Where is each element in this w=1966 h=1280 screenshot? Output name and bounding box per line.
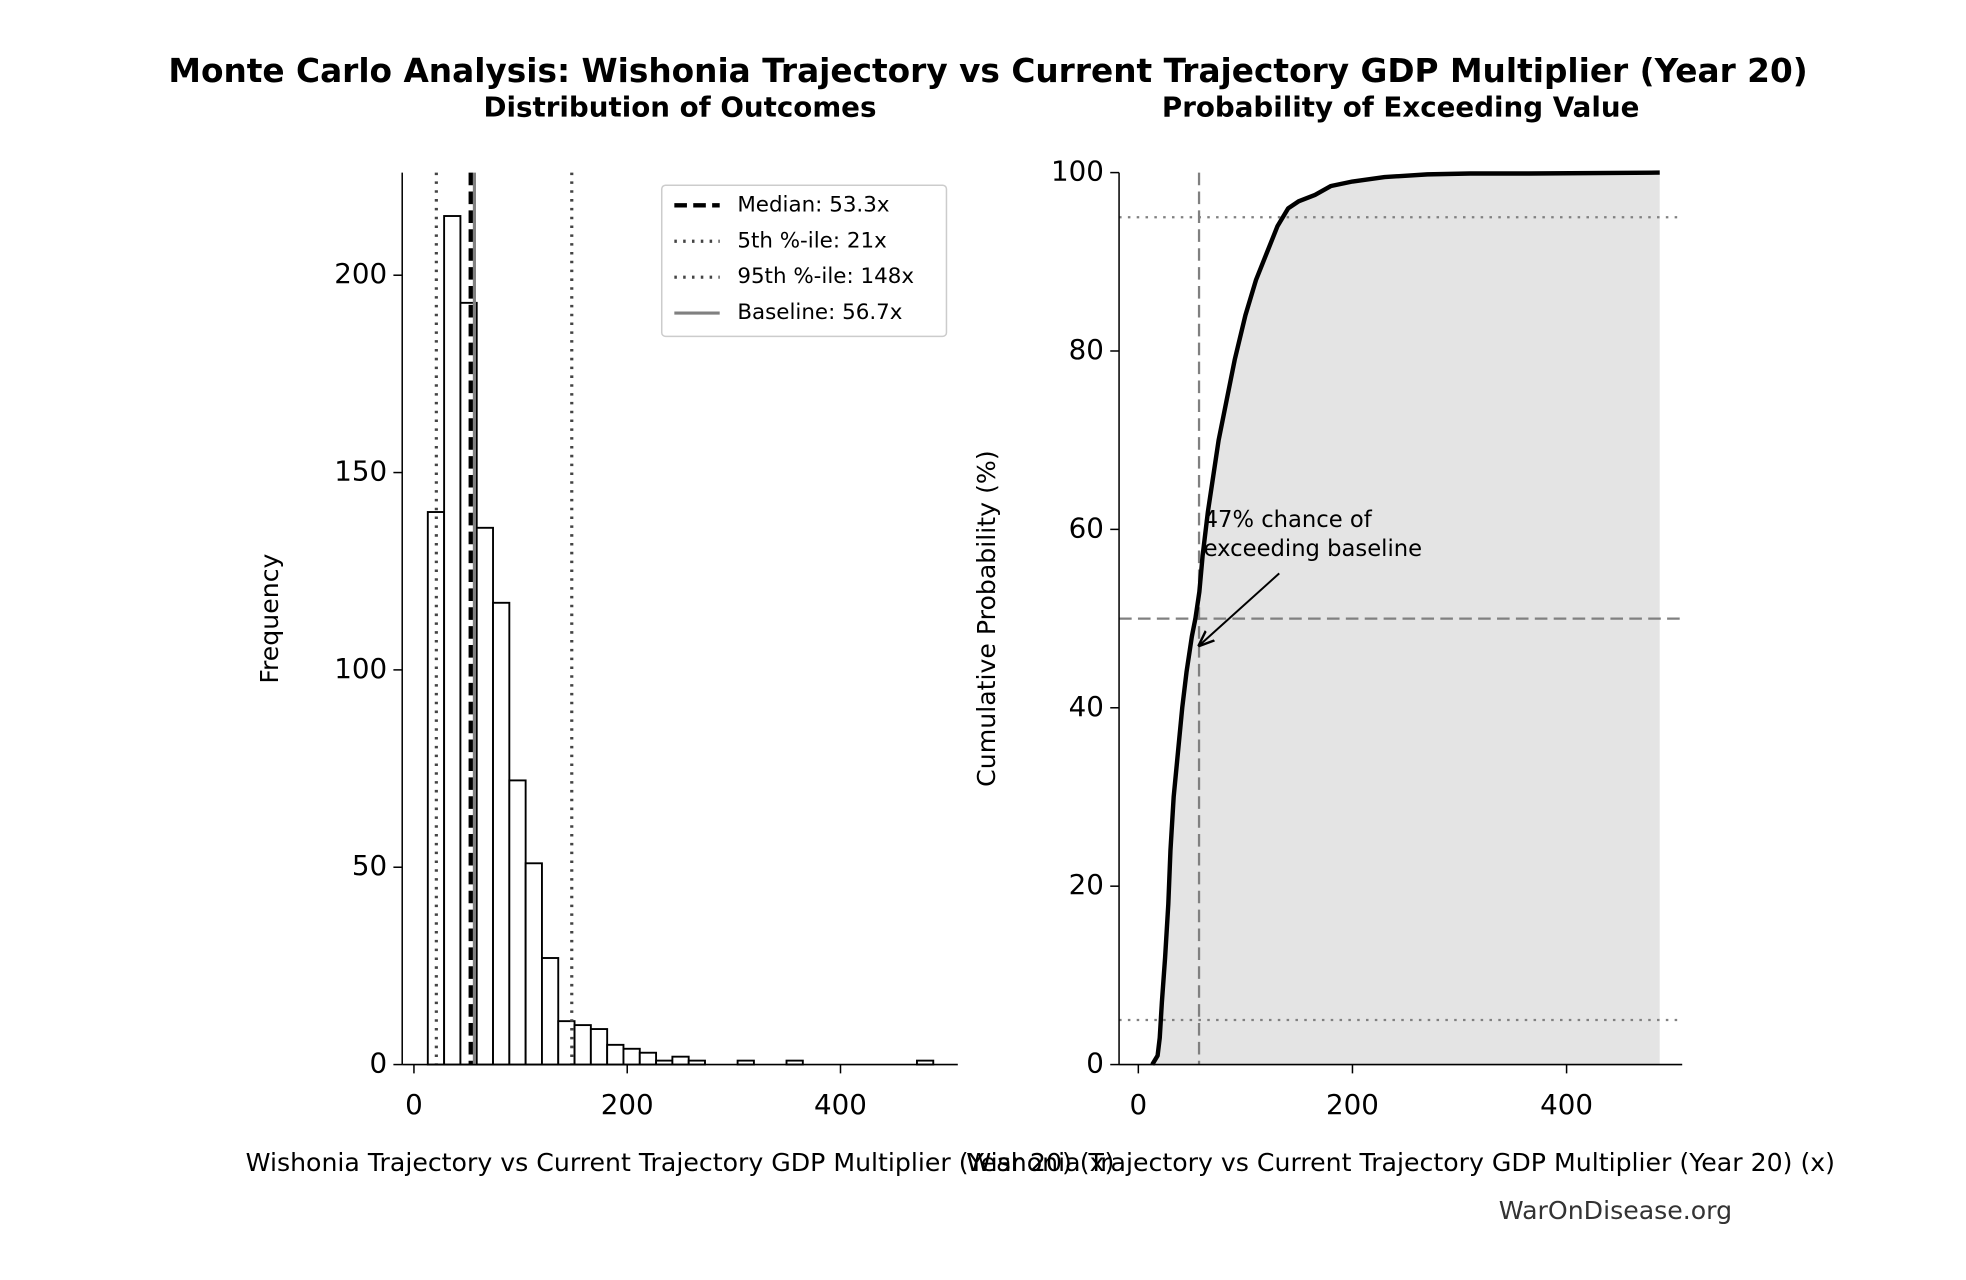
x-axis-label: Wishonia Trajectory vs Current Trajector… xyxy=(246,1148,1115,1177)
histogram-bar xyxy=(573,1024,592,1066)
cdf-line xyxy=(1150,170,1660,1066)
y-tick-label: 60 xyxy=(1069,511,1104,544)
y-tick-label: 0 xyxy=(1086,1047,1104,1080)
y-tick-label: 200 xyxy=(334,257,387,290)
legend-label: Baseline: 56.7x xyxy=(737,300,902,325)
annotation-text: 47% chance of xyxy=(1204,507,1373,533)
annotation-arrow xyxy=(1199,572,1280,645)
x-tick-label: 400 xyxy=(1540,1088,1593,1121)
y-tick-label: 100 xyxy=(1051,155,1104,188)
histogram-bar xyxy=(589,1028,609,1066)
y-tick-label: 20 xyxy=(1069,868,1104,901)
y-axis-label: Cumulative Probability (%) xyxy=(972,450,1001,787)
legend-label: 95th %-ile: 148x xyxy=(737,264,914,289)
histogram-bar xyxy=(492,601,511,1066)
histogram-bar xyxy=(475,526,494,1066)
histogram-bar xyxy=(557,1020,576,1066)
legend-label: Median: 53.3x xyxy=(737,192,889,217)
y-tick-label: 40 xyxy=(1069,690,1104,723)
annotation-text: exceeding baseline xyxy=(1204,536,1422,562)
axes-title: Probability of Exceeding Value xyxy=(1162,90,1639,123)
watermark: WarOnDisease.org xyxy=(1499,1196,1732,1225)
y-tick-label: 0 xyxy=(369,1047,387,1080)
figure-title: Monte Carlo Analysis: Wishonia Trajector… xyxy=(168,52,1807,90)
y-tick-label: 80 xyxy=(1069,333,1104,366)
y-tick-label: 50 xyxy=(352,849,387,882)
x-tick-label: 0 xyxy=(1130,1088,1148,1121)
x-tick-label: 200 xyxy=(601,1088,654,1121)
y-tick-label: 150 xyxy=(334,455,387,488)
histogram-bar xyxy=(540,957,560,1066)
histogram-bar xyxy=(524,862,543,1066)
histogram-bar xyxy=(638,1051,658,1066)
axes-title: Distribution of Outcomes xyxy=(484,90,877,123)
x-tick-label: 400 xyxy=(814,1088,867,1121)
y-axis-label: Frequency xyxy=(255,553,284,683)
histogram-bar xyxy=(622,1047,641,1066)
histogram-bar xyxy=(426,511,446,1066)
legend-box xyxy=(660,184,948,338)
histogram-bar xyxy=(443,215,462,1066)
x-axis-label: Wishonia Trajectory vs Current Trajector… xyxy=(966,1148,1835,1177)
x-tick-label: 0 xyxy=(405,1088,423,1121)
histogram-bar xyxy=(606,1043,625,1066)
histogram-bar xyxy=(671,1055,690,1066)
histogram-bar xyxy=(508,779,527,1066)
x-tick-label: 200 xyxy=(1326,1088,1379,1121)
legend-label: 5th %-ile: 21x xyxy=(737,228,886,253)
y-tick-label: 100 xyxy=(334,652,387,685)
